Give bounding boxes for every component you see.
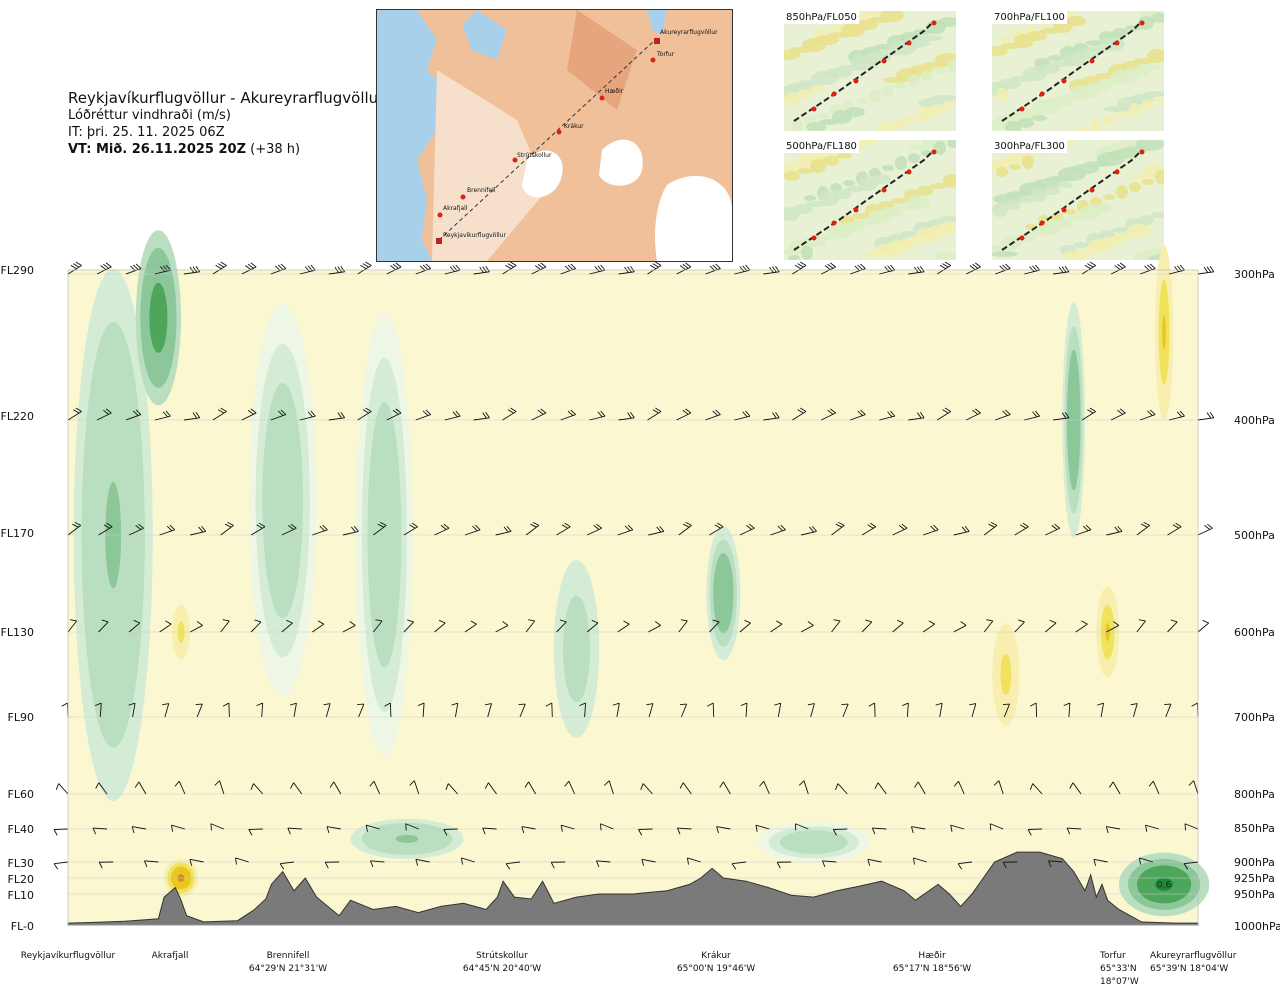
- pressure-label-700: 700hPa: [1234, 711, 1275, 724]
- fl-label-60: FL60: [0, 788, 34, 801]
- wind-barb-222: [54, 829, 68, 835]
- waypoint-brennifell-name: Brennifell: [238, 950, 338, 963]
- wfield-cell-14-4: [396, 835, 419, 843]
- waypoint-haedir-name: Hæðir: [882, 950, 982, 963]
- fl-label-20: FL20: [0, 873, 34, 886]
- waypoint-strutskollur: Strútskollur 64°45'N 20°40'W: [452, 950, 552, 976]
- wind-barb-79: [1197, 412, 1214, 420]
- wfield-cell-9-4: [1162, 315, 1166, 350]
- pressure-label-950: 950hPa: [1234, 888, 1275, 901]
- pressure-label-600: 600hPa: [1234, 626, 1275, 639]
- waypoint-krakur-coord: 65°00'N 19°46'W: [666, 963, 766, 976]
- wfield-background: [68, 270, 1198, 925]
- wfield-cell-5-4: [720, 580, 727, 607]
- waypoint-strutskollur-coord: 64°45'N 20°40'W: [452, 963, 552, 976]
- waypoint-torfur-coord: 65°33'N 18°07'W: [1100, 963, 1150, 989]
- waypoint-akureyri-name: Akureyrarflugvöllur: [1150, 950, 1278, 963]
- pressure-label-850: 850hPa: [1234, 822, 1275, 835]
- waypoint-krakur: Krákur 65°00'N 19°46'W: [666, 950, 766, 976]
- pressure-label-900: 900hPa: [1234, 856, 1275, 869]
- waypoint-haedir: Hæðir 65°17'N 18°56'W: [882, 950, 982, 976]
- pressure-label-800: 800hPa: [1234, 788, 1275, 801]
- waypoint-akrafjall: Akrafjall: [140, 950, 200, 963]
- wind-barb-252: [54, 862, 69, 870]
- pressure-label-925: 925hPa: [1234, 872, 1275, 885]
- pressure-label-500: 500hPa: [1234, 529, 1275, 542]
- waypoint-reykjavik-name: Reykjavíkurflugvöllur: [18, 950, 118, 963]
- waypoint-torfur-name: Torfur: [1100, 950, 1150, 963]
- wfield-cell-4-4: [572, 631, 581, 667]
- waypoint-torfur: Torfur 65°33'N 18°07'W: [1100, 950, 1150, 989]
- waypoint-akrafjall-name: Akrafjall: [140, 950, 200, 963]
- wfield-cell-2-4: [276, 461, 290, 539]
- pressure-label-1000: 1000hPa: [1234, 920, 1280, 933]
- fl-label-170: FL170: [0, 527, 34, 540]
- fl-label-130: FL130: [0, 626, 34, 639]
- waypoint-akureyri: Akureyrarflugvöllur 65°39'N 18°04'W: [1150, 950, 1278, 976]
- waypoint-haedir-coord: 65°17'N 18°56'W: [882, 963, 982, 976]
- fl-label-10: FL10: [0, 889, 34, 902]
- wfield-cell-13-4: [803, 838, 826, 846]
- fl-label-90: FL90: [0, 711, 34, 724]
- pressure-label-300: 300hPa: [1234, 268, 1275, 281]
- fl-label-290: FL290: [0, 264, 34, 277]
- fl-label-30: FL30: [0, 857, 34, 870]
- wind-barb-192: [54, 784, 68, 798]
- waypoint-brennifell-coord: 64°29'N 21°31'W: [238, 963, 338, 976]
- fl-label-40: FL40: [0, 823, 34, 836]
- chart-annotation: 0.6: [1157, 880, 1172, 890]
- wfield-cell-6-4: [1003, 664, 1008, 684]
- fl-label-0: FL-0: [0, 920, 34, 933]
- fl-label-220: FL220: [0, 410, 34, 423]
- waypoint-krakur-name: Krákur: [666, 950, 766, 963]
- waypoint-reykjavik: Reykjavíkurflugvöllur: [18, 950, 118, 963]
- waypoint-strutskollur-name: Strútskollur: [452, 950, 552, 963]
- wind-barb-156: [62, 703, 68, 717]
- waypoint-brennifell: Brennifell 64°29'N 21°31'W: [238, 950, 338, 976]
- pressure-label-400: 400hPa: [1234, 414, 1275, 427]
- wfield-cell-1-4: [154, 300, 163, 335]
- waypoint-akureyri-coord: 65°39'N 18°04'W: [1150, 963, 1278, 976]
- wind-barb-39: [1197, 266, 1214, 274]
